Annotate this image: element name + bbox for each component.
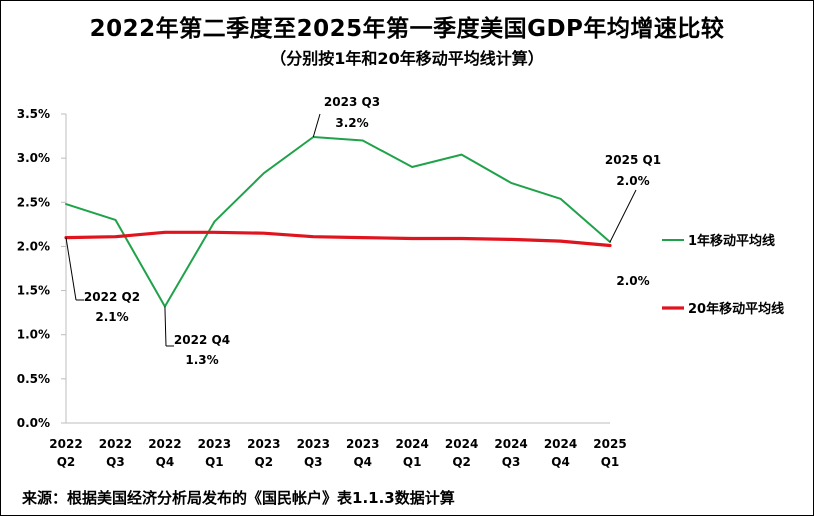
x-tick-label-quarter: Q2 <box>255 455 274 469</box>
x-tick-label-year: 2024 <box>494 437 527 451</box>
x-tick-label-year: 2023 <box>247 437 280 451</box>
callout-value: 2.0% <box>616 174 649 188</box>
x-tick-label-quarter: Q4 <box>551 455 570 469</box>
y-tick-label: 3.5% <box>17 107 50 121</box>
series-line-1 <box>65 136 611 308</box>
y-tick-label: 0.5% <box>17 372 50 386</box>
x-tick-label-quarter: Q4 <box>156 455 175 469</box>
y-tick-label: 2.5% <box>17 195 50 209</box>
legend-label-2: 20年移动平均线 <box>688 301 784 317</box>
x-tick-label-quarter: Q2 <box>452 455 471 469</box>
source-note: 来源：根据美国经济分析局发布的《国民帐户》表1.1.3数据计算 <box>22 489 455 507</box>
x-tick-label-year: 2025 <box>593 437 626 451</box>
x-tick-label-quarter: Q1 <box>205 455 224 469</box>
x-tick-label-quarter: Q3 <box>304 455 323 469</box>
x-tick-label-year: 2023 <box>346 437 379 451</box>
series-line-2 <box>64 230 612 248</box>
callout-leader <box>164 306 167 347</box>
y-tick-label: 1.0% <box>17 328 50 342</box>
x-tick-label-quarter: Q1 <box>601 455 620 469</box>
x-tick-label-year: 2024 <box>544 437 577 451</box>
x-tick-label-quarter: Q4 <box>353 455 372 469</box>
y-tick-label: 3.0% <box>17 151 50 165</box>
chart-title: 2022年第二季度至2025年第一季度美国GDP年均增速比较 <box>89 16 725 42</box>
callout-period: 2025 Q1 <box>605 153 661 167</box>
callout-period: 2023 Q3 <box>324 95 380 109</box>
y-tick-label: 2.0% <box>17 239 50 253</box>
chart-subtitle: （分别按1年和20年移动平均线计算） <box>270 49 544 68</box>
x-tick-label-year: 2023 <box>297 437 330 451</box>
x-tick-label-year: 2022 <box>99 437 132 451</box>
x-tick-label-quarter: Q3 <box>106 455 125 469</box>
legend-label-1: 1年移动平均线 <box>688 233 775 249</box>
callout-value: 1.3% <box>185 353 218 367</box>
x-tick-label-quarter: Q2 <box>57 455 76 469</box>
callout-leader <box>65 237 77 301</box>
x-tick-label-quarter: Q3 <box>502 455 521 469</box>
x-tick-label-year: 2024 <box>395 437 428 451</box>
callout-value: 2.0% <box>616 274 649 288</box>
x-tick-label-year: 2022 <box>49 437 82 451</box>
x-tick-label-year: 2022 <box>148 437 181 451</box>
callout-value: 2.1% <box>95 310 128 324</box>
callout-value: 3.2% <box>335 116 368 130</box>
callout-leader <box>312 113 321 138</box>
y-tick-label: 1.5% <box>17 284 50 298</box>
x-tick-label-year: 2024 <box>445 437 478 451</box>
y-tick-label: 0.0% <box>17 416 50 430</box>
x-tick-label-year: 2023 <box>198 437 231 451</box>
callout-period: 2022 Q4 <box>174 333 230 347</box>
callout-leader <box>609 189 637 243</box>
callout-period: 2022 Q2 <box>84 290 140 304</box>
x-tick-label-quarter: Q1 <box>403 455 422 469</box>
